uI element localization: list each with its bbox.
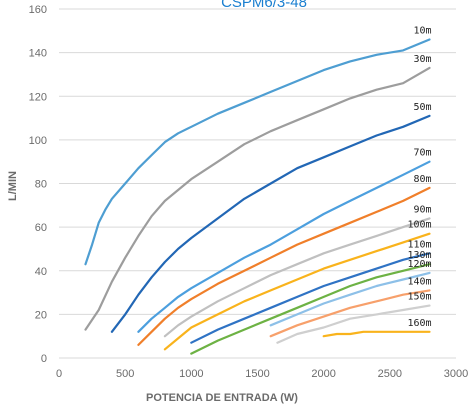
x-tick-label: 2500 xyxy=(378,368,402,380)
series-label-30m: 30m xyxy=(413,54,431,65)
x-tick-label: 2000 xyxy=(311,368,335,380)
series-line-30m xyxy=(84,66,431,331)
series-line-100m xyxy=(163,232,431,351)
x-tick-label: 500 xyxy=(116,368,134,380)
x-tick-label: 0 xyxy=(56,368,62,380)
chart-title: CSPM6/3-48 xyxy=(221,0,307,11)
series-label-10m: 10m xyxy=(413,26,431,37)
series-label-90m: 90m xyxy=(413,204,431,215)
series-line-160m xyxy=(322,330,431,338)
series-label-110m: 110m xyxy=(407,239,431,250)
series-line-10m xyxy=(84,38,431,266)
x-tick-label: 1500 xyxy=(245,368,269,380)
series-line-90m xyxy=(163,217,431,338)
grid-lines xyxy=(59,8,456,359)
series-label-100m: 100m xyxy=(407,220,431,231)
series-line-80m xyxy=(137,186,431,346)
series-label-70m: 70m xyxy=(413,148,431,159)
series-line-70m xyxy=(137,160,431,333)
y-tick-label: 20 xyxy=(35,309,47,321)
series-line-140m xyxy=(269,289,431,338)
y-axis-ticks: 0 20 40 60 80 100 120 140 160 xyxy=(29,4,47,365)
y-tick-label: 100 xyxy=(29,135,47,147)
series-label-50m: 50m xyxy=(413,102,431,113)
series-line-120m xyxy=(269,271,431,327)
y-tick-label: 160 xyxy=(29,4,47,16)
series-line-50m xyxy=(110,114,431,333)
series-label-150m: 150m xyxy=(407,292,431,303)
y-tick-label: 0 xyxy=(41,353,47,365)
y-axis-title: L/MIN xyxy=(7,171,19,201)
series-line-110m xyxy=(190,252,431,344)
y-tick-label: 120 xyxy=(29,91,47,103)
y-tick-label: 60 xyxy=(35,222,47,234)
series-label-160m: 160m xyxy=(407,318,431,329)
series-line-130m xyxy=(190,263,431,355)
x-tick-label: 1000 xyxy=(179,368,203,380)
x-axis-ticks: 0 500 1000 1500 2000 2500 3000 xyxy=(56,368,468,380)
series-label-120m: 120m xyxy=(407,259,431,270)
y-tick-label: 40 xyxy=(35,266,47,278)
series-label-130m: 130m xyxy=(407,250,431,261)
y-tick-label: 80 xyxy=(35,179,47,191)
x-axis-title: POTENCIA DE ENTRADA (W) xyxy=(146,392,298,404)
series-lines xyxy=(84,38,431,355)
y-tick-label: 140 xyxy=(29,48,47,60)
series-label-80m: 80m xyxy=(413,174,431,185)
x-tick-label: 3000 xyxy=(444,368,468,380)
series-line-150m xyxy=(276,304,431,344)
series-label-140m: 140m xyxy=(407,276,431,287)
